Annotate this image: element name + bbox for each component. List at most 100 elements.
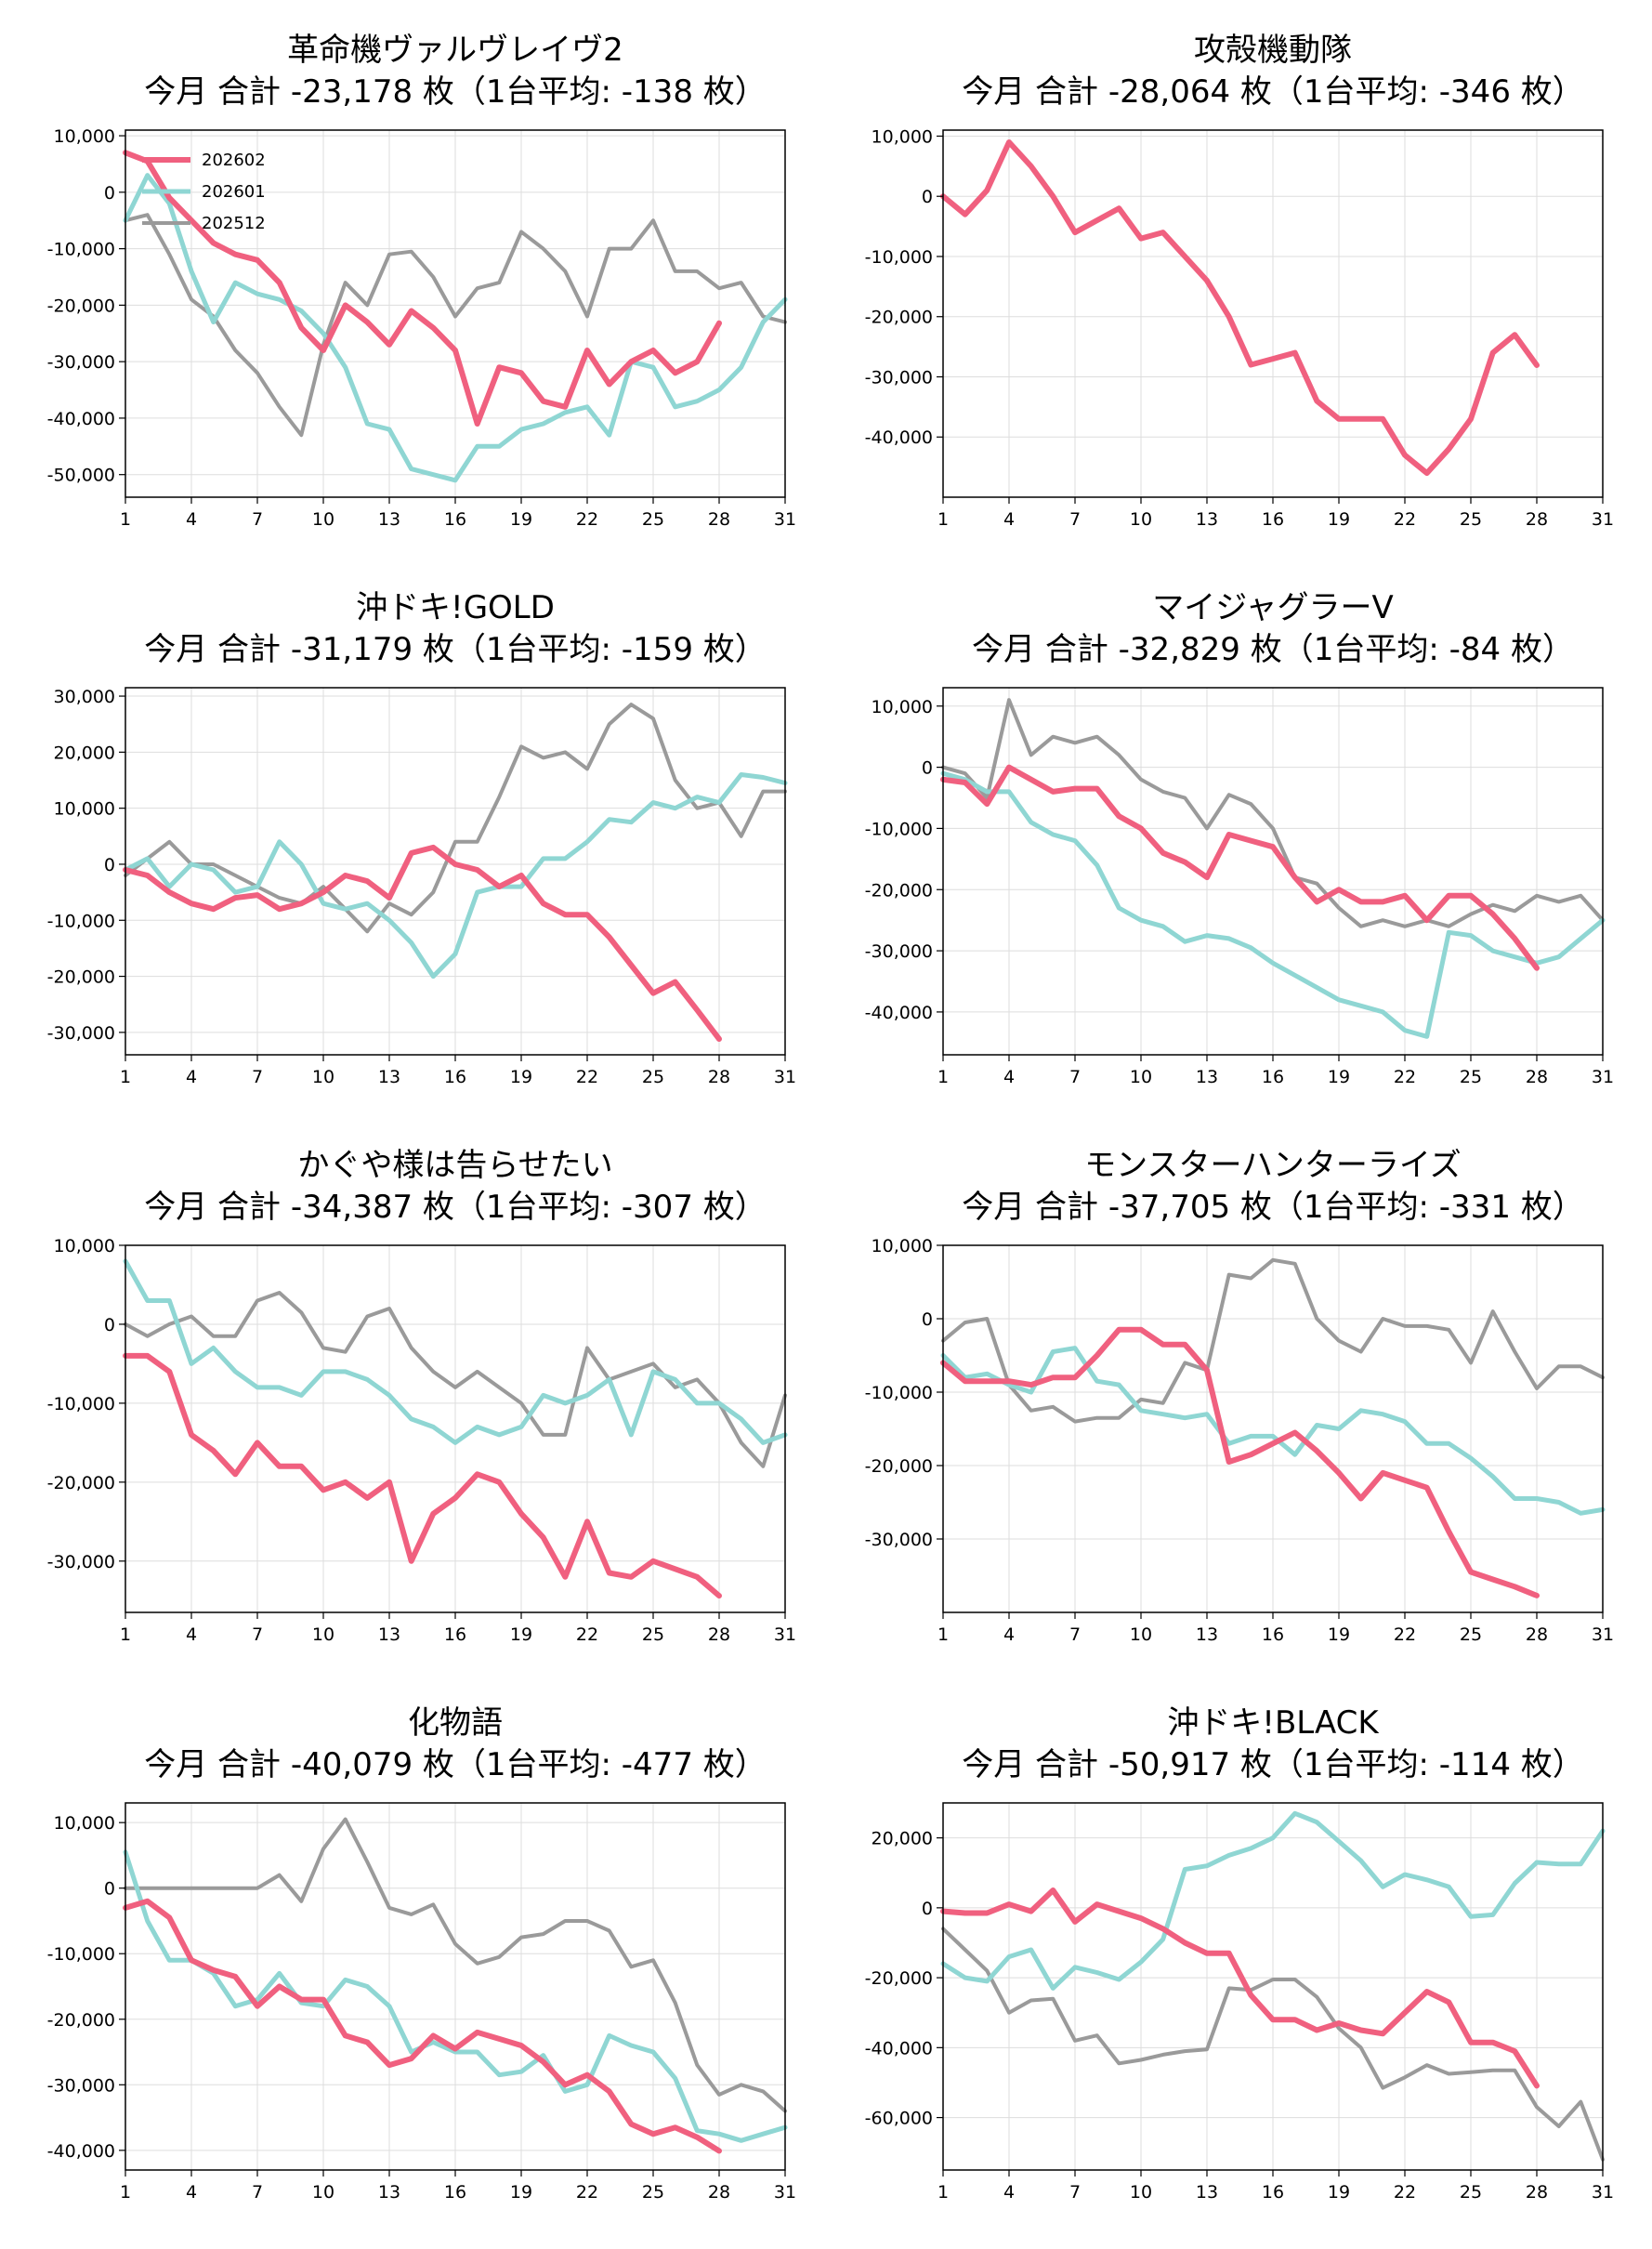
y-tick-label: 10,000 (872, 697, 933, 717)
series-line-202512 (124, 1817, 787, 2113)
x-tick-label: 7 (1069, 1624, 1081, 1645)
y-tick-label: 10,000 (872, 126, 933, 147)
series-line-202602 (123, 150, 722, 427)
x-tick-label: 28 (708, 1624, 730, 1645)
x-tick-label: 7 (252, 1624, 263, 1645)
y-tick-label: 30,000 (54, 687, 115, 707)
x-tick-label: 13 (1196, 1624, 1218, 1645)
chart-subtitle: 今月 合計 -37,705 枚（1台平均: -331 枚） (962, 1189, 1584, 1226)
x-tick-label: 4 (186, 1624, 197, 1645)
chart-title: かぐや様は告らせたい (297, 1147, 612, 1184)
x-tick-label: 7 (252, 2182, 263, 2203)
chart-subtitle: 今月 合計 -50,917 枚（1台平均: -114 枚） (962, 1746, 1584, 1783)
chart-subtitle: 今月 合計 -40,079 枚（1台平均: -477 枚） (144, 1746, 767, 1783)
x-tick-label: 31 (774, 1624, 796, 1645)
x-tick-label: 1 (120, 509, 131, 530)
x-tick-label: 7 (1069, 1067, 1081, 1087)
x-tick-label: 31 (1592, 1067, 1614, 1087)
x-tick-label: 10 (312, 1624, 334, 1645)
x-tick-label: 31 (1592, 509, 1614, 530)
y-tick-label: 0 (104, 183, 115, 204)
x-tick-label: 10 (1130, 1624, 1152, 1645)
x-tick-label: 28 (1526, 1624, 1548, 1645)
x-tick-label: 7 (252, 1067, 263, 1087)
y-tick-label: -20,000 (865, 1456, 933, 1477)
x-tick-label: 1 (120, 1067, 131, 1087)
x-tick-label: 31 (1592, 1624, 1614, 1645)
x-tick-label: 31 (1592, 2182, 1614, 2203)
y-tick-label: -30,000 (47, 1552, 115, 1572)
x-tick-label: 22 (576, 509, 598, 530)
y-tick-label: -30,000 (865, 367, 933, 388)
x-tick-label: 28 (708, 509, 730, 530)
legend-label: 202602 (202, 151, 266, 170)
x-tick-label: 25 (642, 1067, 664, 1087)
y-tick-label: -50,000 (47, 466, 115, 486)
x-tick-label: 28 (1526, 2182, 1548, 2203)
series-line-202601 (123, 1849, 788, 2143)
series-line-202602 (940, 1887, 1540, 2089)
x-tick-label: 16 (1262, 1067, 1284, 1087)
x-tick-label: 22 (1394, 1067, 1416, 1087)
y-tick-label: 0 (104, 855, 115, 875)
x-tick-label: 28 (708, 2182, 730, 2203)
x-tick-label: 25 (642, 509, 664, 530)
x-tick-label: 4 (186, 509, 197, 530)
y-tick-label: 10,000 (54, 799, 115, 820)
y-tick-label: -10,000 (47, 1944, 115, 1965)
x-tick-label: 10 (1130, 2182, 1152, 2203)
x-tick-label: 4 (186, 1067, 197, 1087)
x-tick-label: 16 (1262, 2182, 1284, 2203)
x-tick-label: 16 (1262, 509, 1284, 530)
x-tick-label: 13 (378, 1067, 400, 1087)
chart-title: 攻殻機動隊 (1194, 32, 1352, 69)
x-tick-label: 19 (510, 1067, 532, 1087)
x-tick-label: 13 (378, 1624, 400, 1645)
x-tick-label: 31 (774, 2182, 796, 2203)
x-tick-label: 1 (937, 509, 949, 530)
x-tick-label: 25 (1460, 509, 1482, 530)
y-tick-label: 0 (922, 1309, 933, 1330)
x-tick-label: 22 (1394, 1624, 1416, 1645)
x-tick-label: 13 (1196, 1067, 1218, 1087)
x-tick-label: 19 (510, 2182, 532, 2203)
y-tick-label: -40,000 (865, 1003, 933, 1023)
legend: 202602 202601 202512 (142, 151, 266, 233)
x-tick-label: 19 (1328, 2182, 1350, 2203)
x-tick-label: 4 (186, 2182, 197, 2203)
y-tick-label: -30,000 (865, 941, 933, 962)
x-tick-label: 31 (774, 1067, 796, 1087)
chart-title: 化物語 (408, 1704, 503, 1742)
x-tick-label: 10 (312, 1067, 334, 1087)
y-tick-label: 10,000 (872, 1236, 933, 1256)
y-tick-label: -40,000 (865, 2038, 933, 2058)
chart-title: 沖ドキ!BLACK (1167, 1704, 1380, 1742)
chart-panel: 沖ドキ!BLACK 今月 合計 -50,917 枚（1台平均: -114 枚） 1 4… (865, 1704, 1614, 2203)
x-tick-label: 19 (1328, 1067, 1350, 1087)
y-tick-label: -20,000 (865, 880, 933, 901)
x-tick-label: 28 (1526, 1067, 1548, 1087)
y-tick-label: -20,000 (47, 296, 115, 316)
x-tick-label: 1 (937, 1624, 949, 1645)
y-tick-label: -20,000 (865, 1968, 933, 1989)
series-line-202601 (940, 1346, 1606, 1516)
y-tick-label: 0 (104, 1879, 115, 1900)
x-tick-label: 7 (1069, 509, 1081, 530)
x-tick-label: 31 (774, 509, 796, 530)
chart-subtitle: 今月 合計 -28,064 枚（1台平均: -346 枚） (962, 73, 1584, 111)
x-tick-label: 13 (378, 509, 400, 530)
y-tick-label: -20,000 (865, 308, 933, 328)
x-tick-label: 1 (937, 1067, 949, 1087)
y-tick-label: 0 (922, 1899, 933, 1919)
x-tick-label: 7 (1069, 2182, 1081, 2203)
legend-label: 202512 (202, 214, 266, 233)
series-line-202512 (124, 703, 787, 934)
series-line-202512 (124, 213, 787, 438)
x-tick-label: 22 (1394, 509, 1416, 530)
x-tick-label: 13 (378, 2182, 400, 2203)
y-tick-label: -10,000 (47, 911, 115, 931)
x-tick-label: 16 (444, 1624, 466, 1645)
x-tick-label: 25 (1460, 1067, 1482, 1087)
